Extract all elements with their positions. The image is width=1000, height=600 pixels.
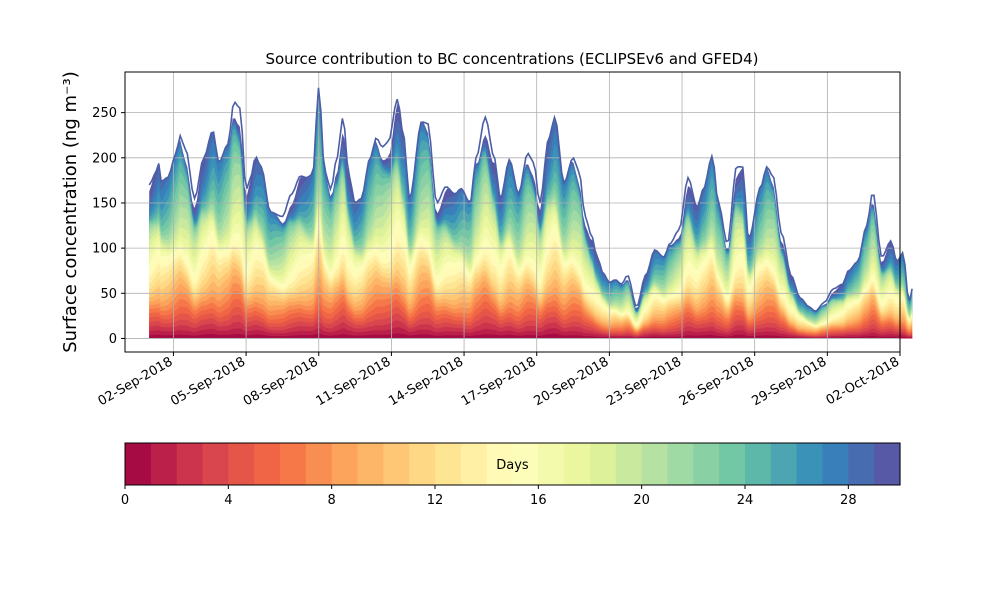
colorbar: Days 0 4 8 12 16 20 24 28 — [121, 442, 901, 508]
colorbar-cell-13 — [460, 443, 488, 485]
colorbar-tick-label: 16 — [530, 493, 547, 508]
y-axis-ticks: 0 50 100 150 200 250 — [92, 106, 125, 347]
colorbar-cell-23 — [719, 443, 746, 485]
colorbar-cell-10 — [383, 443, 410, 485]
colorbar-cell-18 — [590, 443, 617, 485]
colorbar-tick-label: 4 — [224, 493, 232, 508]
colorbar-cell-27 — [822, 443, 849, 485]
colorbar-tick-label: 20 — [633, 493, 650, 508]
colorbar-cell-29 — [874, 443, 901, 485]
x-tick-label: 29-Sep-2018 — [750, 354, 830, 409]
colorbar-cell-19 — [615, 443, 643, 485]
colorbar-cell-4 — [228, 443, 255, 485]
colorbar-frame — [124, 442, 901, 486]
colorbar-cell-26 — [796, 443, 824, 485]
chart-title: Source contribution to BC concentrations… — [265, 50, 758, 68]
x-tick-label: 17-Sep-2018 — [459, 354, 539, 409]
colorbar-tick-label: 0 — [121, 493, 129, 508]
grid-lines — [125, 72, 901, 352]
y-tick-label: 150 — [92, 196, 117, 211]
colorbar-ticks: 0 4 8 12 16 20 24 28 — [121, 485, 857, 508]
x-tick-label: 02-Oct-2018 — [824, 354, 902, 408]
y-axis-label: Surface concentration (ng m⁻³) — [60, 71, 81, 353]
colorbar-cell-3 — [202, 443, 229, 485]
colorbar-cell-0 — [125, 443, 152, 485]
colorbar-cell-21 — [667, 443, 694, 485]
colorbar-tick-label: 8 — [328, 493, 336, 508]
total-series-line — [148, 87, 913, 312]
stacked-area-bands — [149, 87, 913, 339]
y-tick-label: 100 — [92, 242, 117, 257]
colorbar-cell-7 — [305, 443, 333, 485]
colorbar-cell-5 — [254, 443, 281, 485]
x-tick-label: 02-Sep-2018 — [96, 354, 176, 409]
colorbar-tick-label: 28 — [840, 493, 857, 508]
x-tick-label: 11-Sep-2018 — [314, 354, 394, 409]
axes-frame — [124, 71, 901, 353]
colorbar-cell-17 — [564, 443, 591, 485]
colorbar-cell-20 — [641, 443, 669, 485]
colorbar-label: Days — [496, 458, 529, 473]
colorbar-cell-8 — [331, 443, 359, 485]
y-tick-label: 50 — [100, 287, 117, 302]
x-axis-ticks: 02-Sep-201805-Sep-201808-Sep-201811-Sep-… — [96, 352, 902, 409]
area-band-0 — [149, 333, 913, 339]
x-tick-label: 05-Sep-2018 — [168, 354, 248, 409]
x-tick-label: 23-Sep-2018 — [604, 354, 684, 409]
y-tick-label: 0 — [109, 332, 117, 347]
x-tick-label: 08-Sep-2018 — [241, 354, 321, 409]
colorbar-cell-9 — [357, 443, 384, 485]
colorbar-cell-1 — [150, 443, 178, 485]
colorbar-cell-16 — [538, 443, 565, 485]
x-tick-label: 20-Sep-2018 — [532, 354, 612, 409]
y-tick-label: 200 — [92, 151, 117, 166]
colorbar-cell-11 — [409, 443, 436, 485]
colorbar-tick-label: 12 — [427, 493, 444, 508]
x-tick-label: 26-Sep-2018 — [677, 354, 757, 409]
colorbar-cell-22 — [693, 443, 720, 485]
colorbar-cell-24 — [745, 443, 772, 485]
plot-area: 0 50 100 150 200 250 02-Sep-201805-Sep-201808… — [92, 71, 913, 409]
colorbar-cell-28 — [848, 443, 875, 485]
colorbar-cell-2 — [176, 443, 204, 485]
colorbar-cell-14 — [486, 443, 514, 485]
x-tick-label: 14-Sep-2018 — [386, 354, 466, 409]
colorbar-cells — [125, 443, 901, 485]
colorbar-tick-label: 24 — [737, 493, 754, 508]
colorbar-cell-15 — [512, 443, 539, 485]
y-tick-label: 250 — [92, 106, 117, 121]
colorbar-cell-6 — [280, 443, 307, 485]
colorbar-cell-12 — [435, 443, 462, 485]
colorbar-cell-25 — [770, 443, 798, 485]
